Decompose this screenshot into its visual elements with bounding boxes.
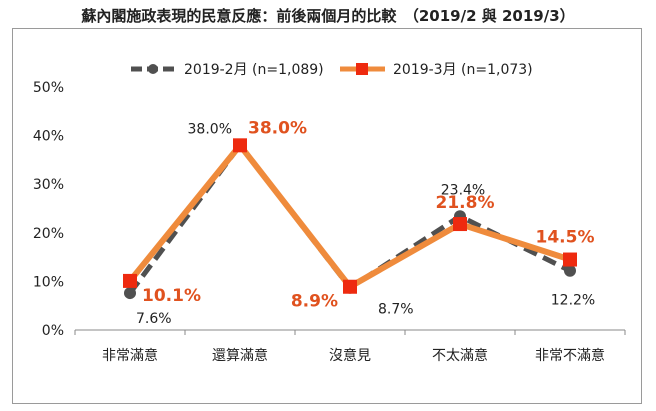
- data-labels: 7.6% 38.0% 8.7% 23.4% 12.2% 10.1% 38.0% 8.9% 21.…: [136, 118, 595, 327]
- y-tick-label: 20%: [33, 226, 64, 242]
- series-feb: [124, 139, 576, 300]
- data-label-feb: 7.6%: [136, 311, 172, 327]
- data-label-mar: 38.0%: [248, 118, 307, 138]
- legend-label-mar: 2019-3月 (n=1,073): [393, 62, 533, 78]
- series-line-feb: [127, 142, 572, 295]
- legend-label-feb: 2019-2月 (n=1,089): [184, 62, 324, 78]
- x-category-label: 不太滿意: [432, 347, 488, 364]
- data-point-mar: [343, 279, 357, 294]
- series-line-mar: [127, 142, 571, 290]
- chart-title: 蘇內閣施政表現的民意反應：前後兩個月的比較 （2019/2 與 2019/3）: [81, 7, 575, 25]
- y-tick-label: 40%: [33, 129, 64, 145]
- data-label-feb: 38.0%: [188, 121, 232, 137]
- data-label-feb: 8.7%: [378, 302, 414, 318]
- data-point-feb: [124, 287, 136, 300]
- x-category-label: 非常滿意: [102, 347, 158, 364]
- legend-marker-feb: [148, 64, 158, 74]
- data-label-mar: 10.1%: [142, 286, 201, 306]
- data-label-feb: 12.2%: [551, 293, 595, 309]
- data-point-feb: [564, 264, 576, 277]
- data-point-mar: [453, 217, 467, 232]
- series-mar: [123, 138, 577, 294]
- axes: 0% 10% 20% 30% 40% 50% 非常滿意 還算滿意 沒意見 不太滿意 非常不滿意: [33, 80, 626, 364]
- legend: 2019-2月 (n=1,089) 2019-3月 (n=1,073): [131, 62, 533, 78]
- x-category-label: 非常不滿意: [535, 347, 605, 364]
- x-category-label: 還算滿意: [212, 347, 268, 364]
- data-label-mar: 21.8%: [436, 193, 495, 213]
- y-tick-label: 30%: [33, 177, 64, 193]
- legend-marker-mar: [356, 63, 368, 75]
- data-point-mar: [123, 273, 137, 288]
- data-label-feb: 23.4%: [441, 182, 485, 198]
- chart-frame: [12, 28, 642, 404]
- y-tick-label: 0%: [42, 323, 64, 339]
- y-tick-label: 10%: [33, 274, 64, 290]
- data-label-mar: 8.9%: [291, 292, 338, 312]
- y-tick-label: 50%: [33, 80, 64, 96]
- data-point-mar: [563, 252, 577, 267]
- data-point-mar: [233, 138, 247, 153]
- x-category-label: 沒意見: [329, 347, 371, 364]
- data-label-mar: 14.5%: [536, 228, 595, 248]
